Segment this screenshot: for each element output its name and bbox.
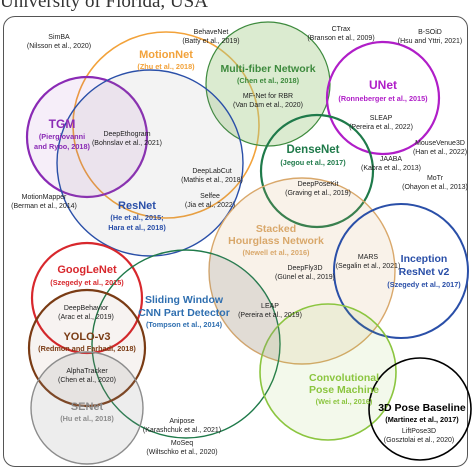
tool-deepethogram-cite: (Bohnslav et al., 2021) [92,140,162,147]
tool-moseq-cite: (Wiltschko et al., 2020) [146,449,217,456]
tool-jaaba-name: JAABA [380,156,403,163]
tool-bsoid-cite: (Hsu and Yttri, 2021) [398,38,462,45]
tool-deepfly3d-name: DeepFly3D [287,265,322,272]
tool-deepposekit-name: DeepPoseKit [298,181,339,188]
tool-deepfly3d-cite: (Günel et al., 2019) [275,274,335,281]
unet-circle [325,40,441,156]
tool-mousevenue3d-name: MouseVenue3D [415,140,465,147]
yolo-circle [27,288,147,408]
tool-jaaba-cite: (Kabra et al., 2013) [361,165,421,172]
tgm-cite-2: and Ryoo, 2018) [34,142,91,151]
sliding-circle [91,249,281,439]
densenet-circle [259,113,375,229]
hourglass-cite: (Newell et al., 2016) [243,248,310,257]
yolo-cite: (Redmon and Farhadi, 2018) [38,344,136,353]
tool-selfee-name: Selfee [200,193,220,200]
pose3d-cite: (Martinez et al., 2017) [385,415,459,424]
tool-moseq-name: MoSeq [171,440,193,447]
tool-motionmapper-cite: (Berman et al., 2014) [11,203,77,210]
tool-anipose-name: Anipose [169,418,194,425]
tool-alphatracker-name: AlphaTracker [66,368,108,375]
tool-mars-cite: (Segalin et al., 2021) [336,263,401,270]
tgm-cite-1: (Piergiovanni [39,132,85,141]
densenet-cite: (Jegou et al., 2017) [280,158,346,167]
senet-cite: (Hu et al., 2018) [60,414,114,423]
unet-name: UNet [369,78,397,92]
tool-selfee-cite: (Jia et al., 2022) [185,202,235,209]
sliding-cite: (Tompson et al., 2014) [146,320,223,329]
tool-alphatracker-cite: (Chen et al., 2020) [58,377,116,384]
tool-ctrax-cite: (Branson et al., 2009) [307,35,374,42]
hourglass-circle [208,177,396,365]
cpm-name-2: Pose Machine [309,384,379,396]
tool-anipose-cite: (Karashchuk et al., 2021) [143,427,221,434]
motionnet-name: MotionNet [139,49,193,61]
resnet-circle [56,69,244,257]
tool-labels: SimBA (Nilsson et al., 2020) BehaveNet (… [11,26,468,456]
sliding-name-1: Sliding Window [145,294,224,306]
resnet-cite-1: (He et al., 2015; [110,213,163,222]
tool-leap-cite: (Pereira et al., 2019) [238,312,302,319]
multifiber-circle [205,21,331,147]
unet-cite: (Ronneberger et al., 2015) [338,94,428,103]
tool-sleap-cite: (Pereira et al., 2022) [349,124,413,131]
sliding-name-2: CNN Part Detector [138,307,230,319]
multifiber-cite: (Chen et al., 2018) [237,76,300,85]
inception-name-2: ResNet v2 [399,266,450,278]
tool-deeplabcut-name: DeepLabCut [192,168,231,175]
hourglass-name-2: Hourglass Network [228,235,324,247]
tool-deepbehavior-name: DeepBehavior [64,305,109,312]
tool-liftpose3d-name: LiftPose3D [402,428,436,435]
tool-simba-cite: (Nilsson et al., 2020) [27,43,91,50]
pose3d-circle [368,357,472,461]
inception-cite: (Szegedy et al., 2017) [387,280,461,289]
cpm-circle [259,303,397,441]
tool-behavenet-name: BehaveNet [194,29,229,36]
tool-bsoid-name: B-SOiD [418,29,442,36]
tool-liftpose3d-cite: (Gosztolai et al., 2020) [384,437,454,444]
senet-name: SENet [71,401,104,413]
inception-name-1: Inception [401,253,448,265]
tool-mfnet-cite: (Van Dam et al., 2020) [233,102,303,109]
tool-behavenet-cite: (Batty et al., 2019) [182,38,239,45]
inception-circle [333,203,469,339]
tool-motr-name: MoTr [427,175,444,182]
caption: University of Florida, USA [0,0,208,12]
tgm-name: TGM [49,117,76,131]
yolo-name: YOLO-v3 [63,331,110,343]
tool-motr-cite: (Ohayon et al., 2013) [402,184,468,191]
motionnet-circle [72,31,260,219]
googlenet-cite: (Szegedy et al., 2015) [50,278,124,287]
tool-motionmapper-name: MotionMapper [22,194,67,201]
tool-sleap-name: SLEAP [370,115,393,122]
tool-mousevenue3d-cite: (Han et al., 2022) [413,149,467,156]
cpm-name-1: Convolutional [309,372,379,384]
circles-layer [25,21,472,465]
tool-deepposekit-cite: (Graving et al., 2019) [285,190,351,197]
overlap-shade [209,250,280,364]
pose3d-name: 3D Pose Baseline [378,402,466,414]
resnet-name: ResNet [118,200,156,212]
tool-deepethogram-name: DeepEthogram [103,131,150,138]
densenet-name: DenseNet [286,144,339,156]
network-labels: MotionNet (Zhu et al., 2018) Multi-fiber… [34,49,466,424]
tool-leap-name: LEAP [261,303,279,310]
resnet-cite-2: Hara et al., 2018) [108,223,166,232]
multifiber-name: Multi-fiber Network [220,63,315,75]
motionnet-cite: (Zhu et al., 2018) [137,62,195,71]
tool-ctrax-name: CTrax [332,26,351,33]
tool-mfnet-name: MF-Net for RBR [243,93,293,100]
hourglass-name-1: Stacked [256,223,296,235]
tool-deepbehavior-cite: (Arac et al., 2019) [58,314,114,321]
googlenet-circle [30,241,144,355]
senet-circle [30,351,144,465]
tool-deeplabcut-cite: (Mathis et al., 2018) [181,177,243,184]
tool-simba-name: SimBA [48,34,70,41]
cpm-cite: (Wei et al., 2016) [316,397,373,406]
googlenet-name: GoogLeNet [57,264,117,276]
tool-mars-name: MARS [358,254,379,261]
